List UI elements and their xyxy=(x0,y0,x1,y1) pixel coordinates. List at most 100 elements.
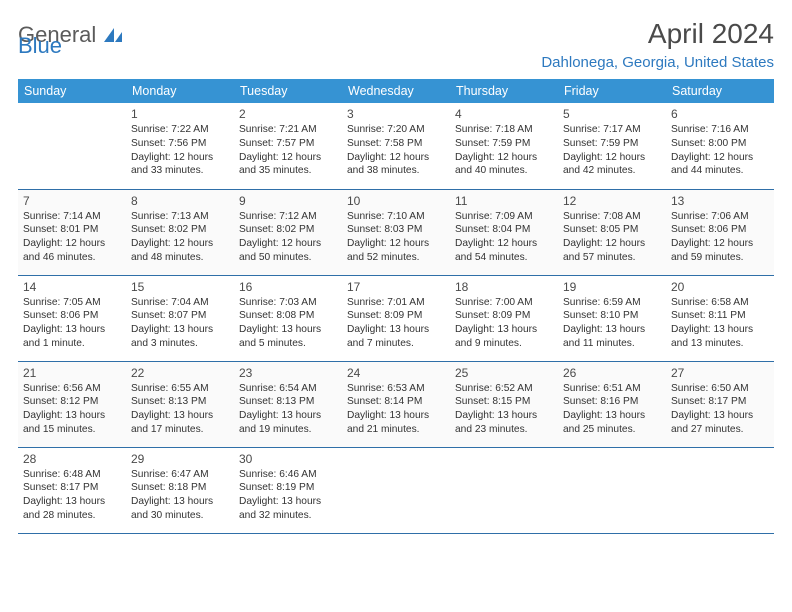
sunrise-text: Sunrise: 6:58 AM xyxy=(671,296,769,310)
day-number: 29 xyxy=(131,451,229,467)
day-cell: 10Sunrise: 7:10 AMSunset: 8:03 PMDayligh… xyxy=(342,189,450,275)
day-number: 1 xyxy=(131,106,229,122)
day-cell: 23Sunrise: 6:54 AMSunset: 8:13 PMDayligh… xyxy=(234,361,342,447)
daylight-text: Daylight: 12 hours and 42 minutes. xyxy=(563,151,661,179)
day-number: 28 xyxy=(23,451,121,467)
sunrise-text: Sunrise: 7:16 AM xyxy=(671,123,769,137)
month-title: April 2024 xyxy=(541,18,774,50)
day-cell: 9Sunrise: 7:12 AMSunset: 8:02 PMDaylight… xyxy=(234,189,342,275)
sunrise-text: Sunrise: 7:13 AM xyxy=(131,210,229,224)
sunrise-text: Sunrise: 7:04 AM xyxy=(131,296,229,310)
sunset-text: Sunset: 8:05 PM xyxy=(563,223,661,237)
day-header: Thursday xyxy=(450,79,558,103)
sunset-text: Sunset: 8:12 PM xyxy=(23,395,121,409)
daylight-text: Daylight: 13 hours and 9 minutes. xyxy=(455,323,553,351)
sunset-text: Sunset: 8:04 PM xyxy=(455,223,553,237)
sunrise-text: Sunrise: 7:00 AM xyxy=(455,296,553,310)
day-number: 30 xyxy=(239,451,337,467)
calendar-table: SundayMondayTuesdayWednesdayThursdayFrid… xyxy=(18,79,774,534)
day-number: 22 xyxy=(131,365,229,381)
daylight-text: Daylight: 13 hours and 32 minutes. xyxy=(239,495,337,523)
day-cell: 7Sunrise: 7:14 AMSunset: 8:01 PMDaylight… xyxy=(18,189,126,275)
day-cell xyxy=(666,447,774,533)
day-number: 25 xyxy=(455,365,553,381)
week-row: 1Sunrise: 7:22 AMSunset: 7:56 PMDaylight… xyxy=(18,103,774,189)
sunset-text: Sunset: 8:06 PM xyxy=(23,309,121,323)
day-number: 4 xyxy=(455,106,553,122)
daylight-text: Daylight: 13 hours and 17 minutes. xyxy=(131,409,229,437)
day-number: 13 xyxy=(671,193,769,209)
daylight-text: Daylight: 13 hours and 7 minutes. xyxy=(347,323,445,351)
daylight-text: Daylight: 12 hours and 59 minutes. xyxy=(671,237,769,265)
sunset-text: Sunset: 8:00 PM xyxy=(671,137,769,151)
day-cell: 15Sunrise: 7:04 AMSunset: 8:07 PMDayligh… xyxy=(126,275,234,361)
sunset-text: Sunset: 8:17 PM xyxy=(23,481,121,495)
sunset-text: Sunset: 8:17 PM xyxy=(671,395,769,409)
daylight-text: Daylight: 13 hours and 15 minutes. xyxy=(23,409,121,437)
sunset-text: Sunset: 7:59 PM xyxy=(563,137,661,151)
location: Dahlonega, Georgia, United States xyxy=(541,54,774,71)
sunset-text: Sunset: 7:56 PM xyxy=(131,137,229,151)
day-cell: 21Sunrise: 6:56 AMSunset: 8:12 PMDayligh… xyxy=(18,361,126,447)
day-cell: 17Sunrise: 7:01 AMSunset: 8:09 PMDayligh… xyxy=(342,275,450,361)
week-row: 21Sunrise: 6:56 AMSunset: 8:12 PMDayligh… xyxy=(18,361,774,447)
day-cell xyxy=(450,447,558,533)
day-cell: 1Sunrise: 7:22 AMSunset: 7:56 PMDaylight… xyxy=(126,103,234,189)
daylight-text: Daylight: 13 hours and 27 minutes. xyxy=(671,409,769,437)
sunrise-text: Sunrise: 7:20 AM xyxy=(347,123,445,137)
day-number: 18 xyxy=(455,279,553,295)
sunrise-text: Sunrise: 7:03 AM xyxy=(239,296,337,310)
day-number: 14 xyxy=(23,279,121,295)
daylight-text: Daylight: 13 hours and 11 minutes. xyxy=(563,323,661,351)
sunrise-text: Sunrise: 6:48 AM xyxy=(23,468,121,482)
daylight-text: Daylight: 12 hours and 40 minutes. xyxy=(455,151,553,179)
sunrise-text: Sunrise: 6:53 AM xyxy=(347,382,445,396)
daylight-text: Daylight: 12 hours and 35 minutes. xyxy=(239,151,337,179)
day-cell xyxy=(558,447,666,533)
sunrise-text: Sunrise: 7:17 AM xyxy=(563,123,661,137)
daylight-text: Daylight: 13 hours and 21 minutes. xyxy=(347,409,445,437)
day-cell: 27Sunrise: 6:50 AMSunset: 8:17 PMDayligh… xyxy=(666,361,774,447)
sunrise-text: Sunrise: 6:54 AM xyxy=(239,382,337,396)
sunrise-text: Sunrise: 6:52 AM xyxy=(455,382,553,396)
daylight-text: Daylight: 12 hours and 50 minutes. xyxy=(239,237,337,265)
day-cell: 29Sunrise: 6:47 AMSunset: 8:18 PMDayligh… xyxy=(126,447,234,533)
day-number: 19 xyxy=(563,279,661,295)
daylight-text: Daylight: 13 hours and 23 minutes. xyxy=(455,409,553,437)
sunrise-text: Sunrise: 7:14 AM xyxy=(23,210,121,224)
sunset-text: Sunset: 8:19 PM xyxy=(239,481,337,495)
daylight-text: Daylight: 12 hours and 33 minutes. xyxy=(131,151,229,179)
daylight-text: Daylight: 12 hours and 44 minutes. xyxy=(671,151,769,179)
logo: General Blue xyxy=(18,18,124,48)
week-row: 7Sunrise: 7:14 AMSunset: 8:01 PM Daylight… xyxy=(18,189,774,275)
day-header: Friday xyxy=(558,79,666,103)
day-cell xyxy=(342,447,450,533)
daylight-text: Daylight: 12 hours and 54 minutes. xyxy=(455,237,553,265)
day-header: Tuesday xyxy=(234,79,342,103)
day-header: Sunday xyxy=(18,79,126,103)
day-cell: 5Sunrise: 7:17 AMSunset: 7:59 PMDaylight… xyxy=(558,103,666,189)
header: General Blue April 2024 Dahlonega, Georg… xyxy=(18,18,774,71)
sunset-text: Sunset: 8:09 PM xyxy=(347,309,445,323)
day-number: 8 xyxy=(131,193,229,209)
sunrise-text: Sunrise: 7:21 AM xyxy=(239,123,337,137)
day-cell: 28Sunrise: 6:48 AMSunset: 8:17 PMDayligh… xyxy=(18,447,126,533)
day-cell: 25Sunrise: 6:52 AMSunset: 8:15 PMDayligh… xyxy=(450,361,558,447)
sunset-text: Sunset: 8:18 PM xyxy=(131,481,229,495)
sunset-text: Sunset: 8:01 PM xyxy=(23,223,121,237)
day-cell: 20Sunrise: 6:58 AMSunset: 8:11 PMDayligh… xyxy=(666,275,774,361)
day-cell: 11Sunrise: 7:09 AMSunset: 8:04 PMDayligh… xyxy=(450,189,558,275)
sunset-text: Sunset: 8:15 PM xyxy=(455,395,553,409)
sunrise-text: Sunrise: 7:06 AM xyxy=(671,210,769,224)
daylight-text: Daylight: 12 hours and 52 minutes. xyxy=(347,237,445,265)
day-number: 3 xyxy=(347,106,445,122)
day-number: 5 xyxy=(563,106,661,122)
day-header: Saturday xyxy=(666,79,774,103)
day-cell: 3Sunrise: 7:20 AMSunset: 7:58 PMDaylight… xyxy=(342,103,450,189)
daylight-text: Daylight: 13 hours and 28 minutes. xyxy=(23,495,121,523)
day-number: 2 xyxy=(239,106,337,122)
day-number: 7 xyxy=(23,193,121,209)
sunset-text: Sunset: 8:13 PM xyxy=(239,395,337,409)
sunset-text: Sunset: 8:14 PM xyxy=(347,395,445,409)
day-number: 26 xyxy=(563,365,661,381)
